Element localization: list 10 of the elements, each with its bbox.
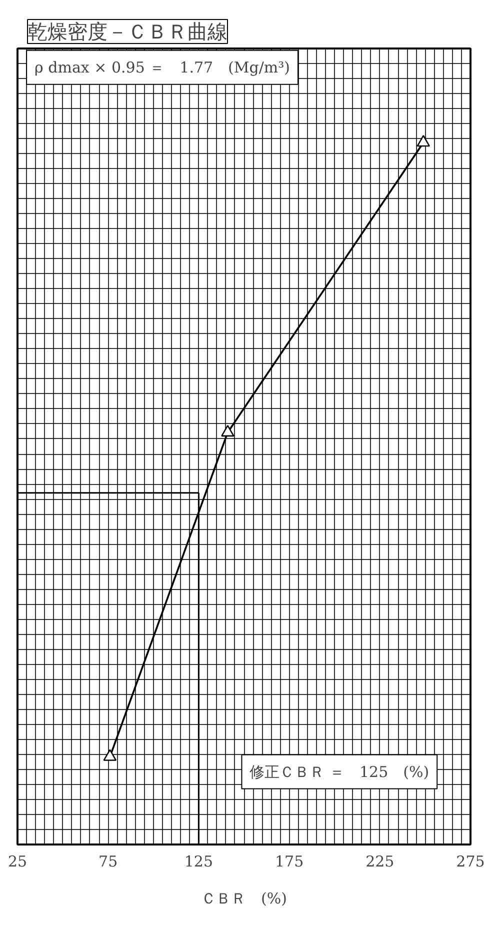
x-tick-label: 225 (366, 852, 394, 870)
x-tick-label: 175 (274, 852, 304, 870)
text: ρ dmax × 0.95 ＝ 1.77 (Mg/m³) (34, 58, 290, 76)
x-tick-label: 25 (8, 852, 28, 870)
x-tick-label: 75 (98, 852, 118, 870)
x-axis-title: ＣＢＲ (%) (201, 890, 287, 908)
x-tick-label: 125 (184, 852, 214, 870)
chart-title: 乾燥密度－ＣＢＲ曲線 (28, 20, 228, 44)
annotation: 修正ＣＢＲ ＝ 125 (%) (250, 762, 430, 781)
x-tick-label: 275 (456, 852, 485, 870)
